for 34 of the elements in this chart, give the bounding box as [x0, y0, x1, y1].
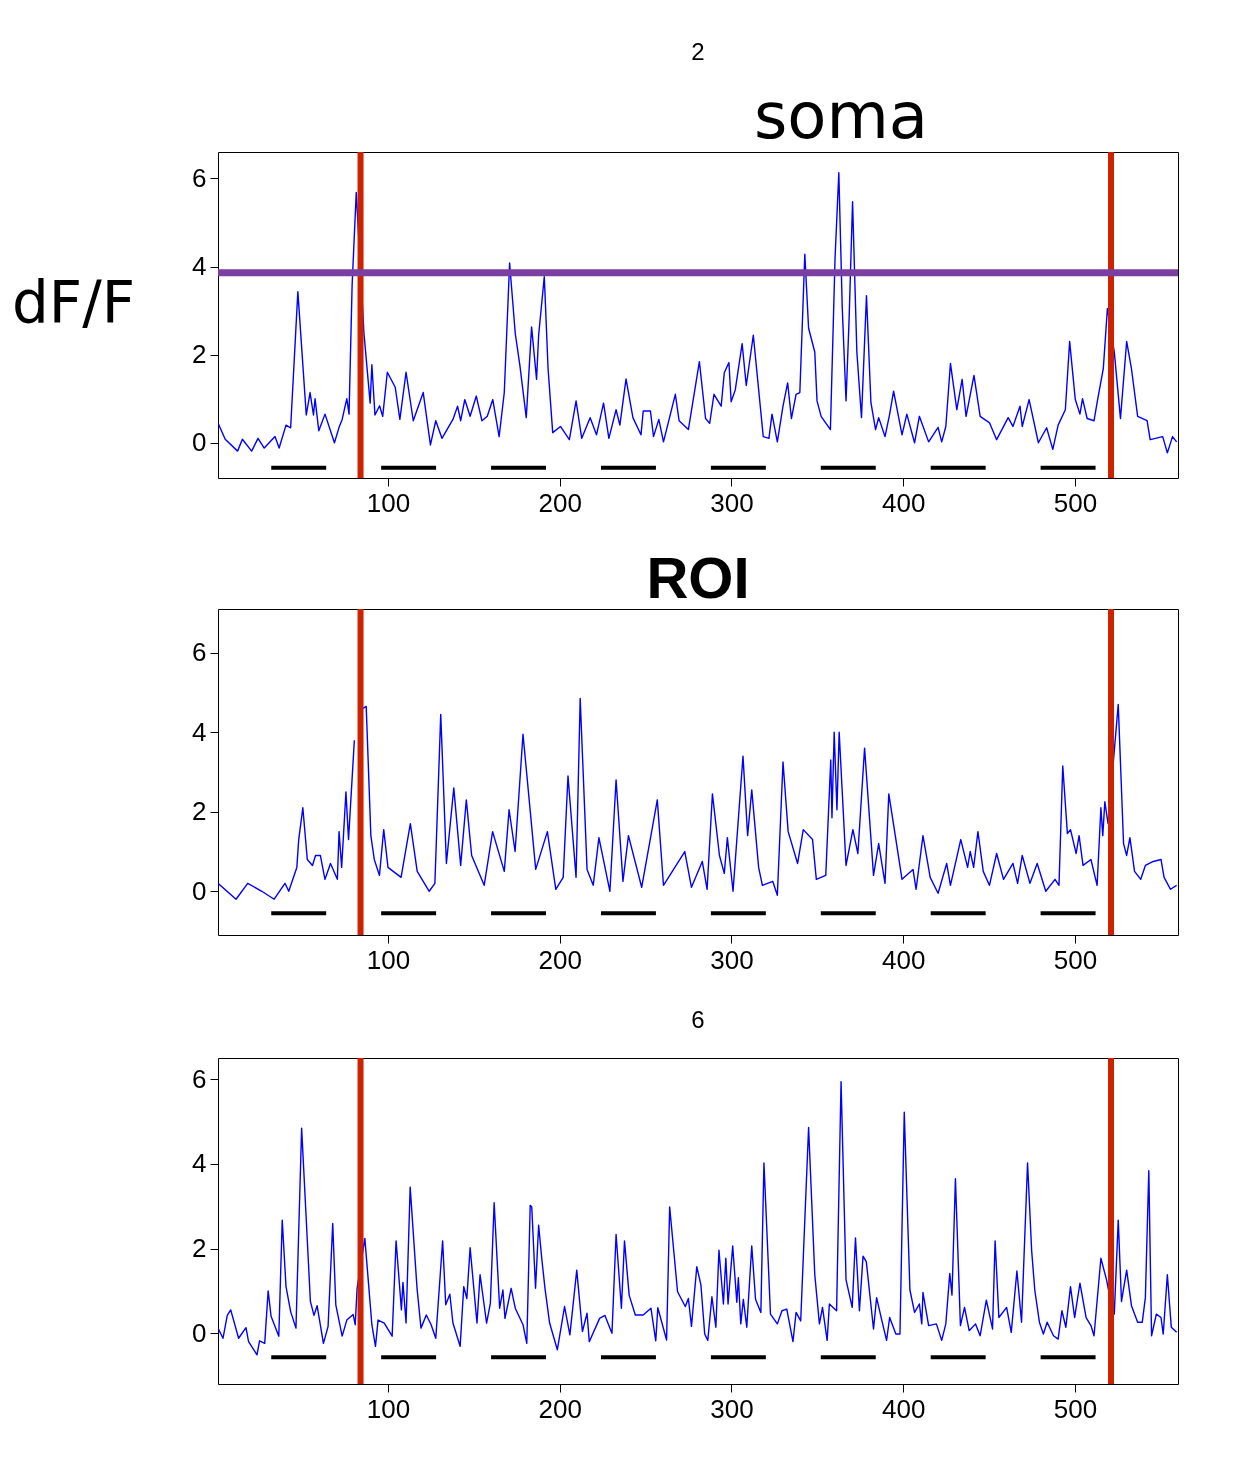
x-tick-label: 400 [882, 487, 926, 518]
y-tick-label: 2 [192, 339, 207, 370]
x-tick-label: 100 [366, 487, 411, 518]
y-tick-label: 6 [192, 637, 207, 668]
y-tick-label: 2 [192, 1233, 207, 1264]
line-series [218, 172, 1178, 454]
x-tick-label: 500 [1053, 944, 1098, 975]
y-tick-label: 2 [192, 796, 207, 827]
y-tick-label: 0 [192, 875, 207, 906]
y-tick-label: 0 [192, 1317, 207, 1348]
x-tick-label: 300 [710, 944, 754, 975]
x-tick-label: 200 [538, 1393, 582, 1424]
x-tick-label: 500 [1053, 487, 1098, 518]
chart-title: 2 [691, 38, 705, 65]
x-tick-label: 100 [366, 1393, 411, 1424]
x-tick-label: 300 [710, 487, 754, 518]
x-tick-label: 200 [538, 944, 582, 975]
x-tick-label: 200 [538, 487, 582, 518]
y-tick-label: 4 [192, 251, 207, 282]
chart-title: 6 [691, 1006, 705, 1033]
y-tick-label: 4 [192, 1148, 207, 1179]
annotation: soma [753, 79, 929, 153]
y-axis-title: dF/F [11, 268, 136, 337]
x-tick-label: 500 [1053, 1393, 1098, 1424]
y-tick-label: 6 [192, 162, 207, 193]
x-tick-label: 100 [366, 944, 411, 975]
y-tick-label: 4 [192, 716, 207, 747]
y-tick-label: 0 [192, 427, 207, 458]
x-tick-label: 400 [882, 1393, 926, 1424]
line-series [218, 1081, 1178, 1356]
y-tick-label: 6 [192, 1063, 207, 1094]
chart-title: ROI [646, 545, 750, 610]
x-tick-label: 400 [882, 944, 926, 975]
x-tick-label: 300 [710, 1393, 754, 1424]
